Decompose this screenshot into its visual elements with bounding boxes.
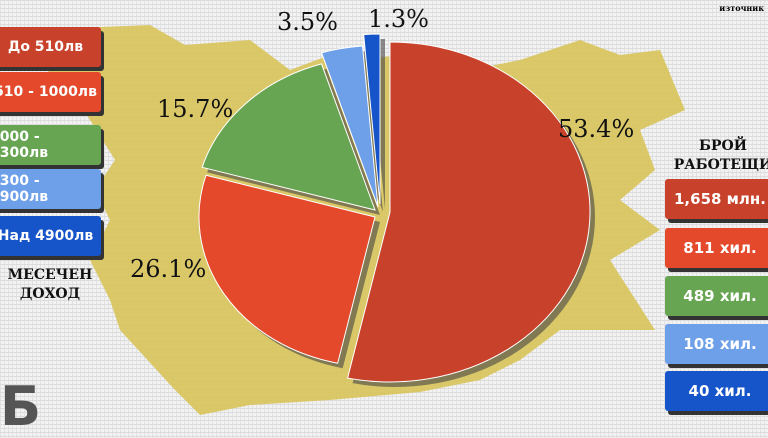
- workers-3: 108 хил.: [665, 324, 768, 364]
- pct-label-1: 26.1%: [130, 255, 207, 283]
- workers-4: 40 хил.: [665, 371, 768, 411]
- workers-0: 1,658 млн.: [665, 179, 768, 219]
- source-label: източник: [719, 3, 764, 13]
- workers-1: 811 хил.: [665, 228, 768, 268]
- pie-slice-2: [201, 63, 376, 211]
- legend-income-0: До 510лв: [0, 27, 101, 67]
- left-header: МЕСЕЧЕН ДОХОД: [7, 267, 93, 302]
- legend-income-1: 510 - 1000лв: [0, 72, 101, 112]
- legend-income-3: 2300 - 4900лв: [0, 169, 101, 209]
- pct-label-3: 3.5%: [277, 8, 338, 36]
- workers-2: 489 хил.: [665, 276, 768, 316]
- pie-slice-1: [198, 174, 376, 364]
- pct-label-0: 53.4%: [558, 115, 635, 143]
- pct-label-4: 1.3%: [368, 5, 429, 33]
- pie-slice-4: [363, 33, 381, 205]
- legend-income-2: 1000 - 2300лв: [0, 125, 101, 165]
- pie-slice-3: [320, 45, 379, 208]
- pct-label-2: 15.7%: [157, 95, 234, 123]
- pie-slice-0: [346, 41, 591, 383]
- right-header: БРОЙ РАБОТЕЩИ: [673, 138, 768, 173]
- logo: Б: [0, 375, 42, 438]
- legend-income-4: Над 4900лв: [0, 216, 101, 256]
